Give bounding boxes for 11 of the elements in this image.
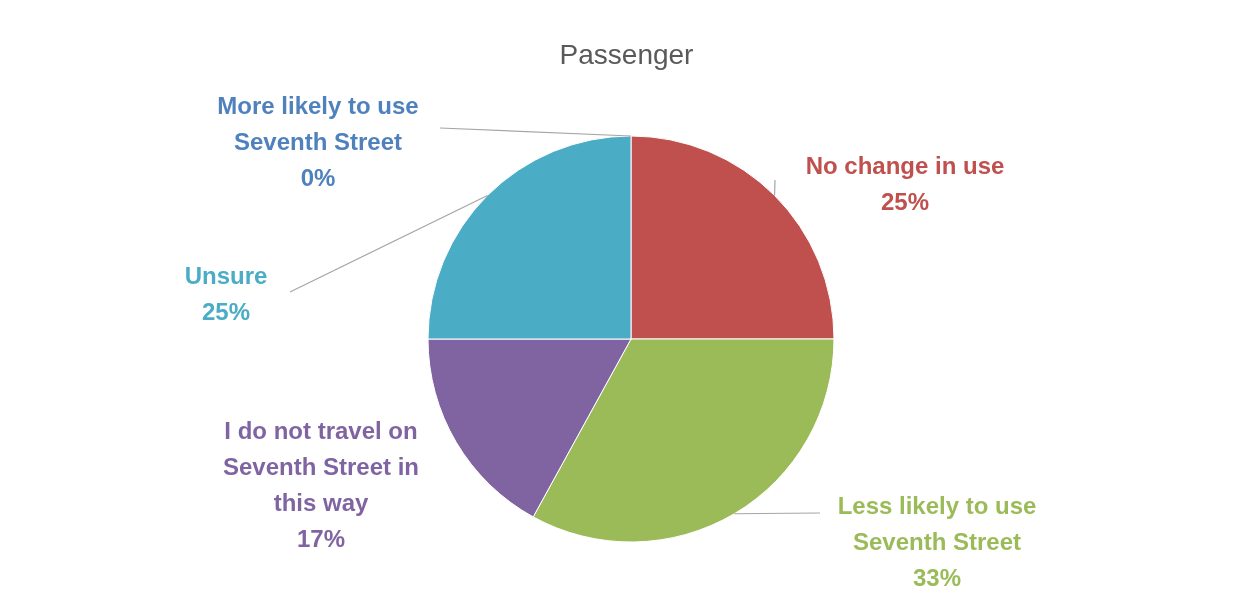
text: 0% (300, 164, 336, 191)
data-label: 17% (296, 525, 346, 552)
category-label: More likely to use Seventh Street (217, 92, 419, 155)
slice-label: No change in use (805, 152, 1005, 179)
slice-label: Unsure (184, 262, 268, 289)
chart-title: Passenger (559, 39, 694, 70)
slice-label: Less likely to use Seventh Street (837, 492, 1037, 555)
data-label: 33% (912, 564, 962, 591)
data-label: 25% (201, 298, 251, 325)
slice-label: I do not travel on Seventh Street in this way (222, 417, 420, 516)
data-label: 25% (880, 188, 930, 215)
